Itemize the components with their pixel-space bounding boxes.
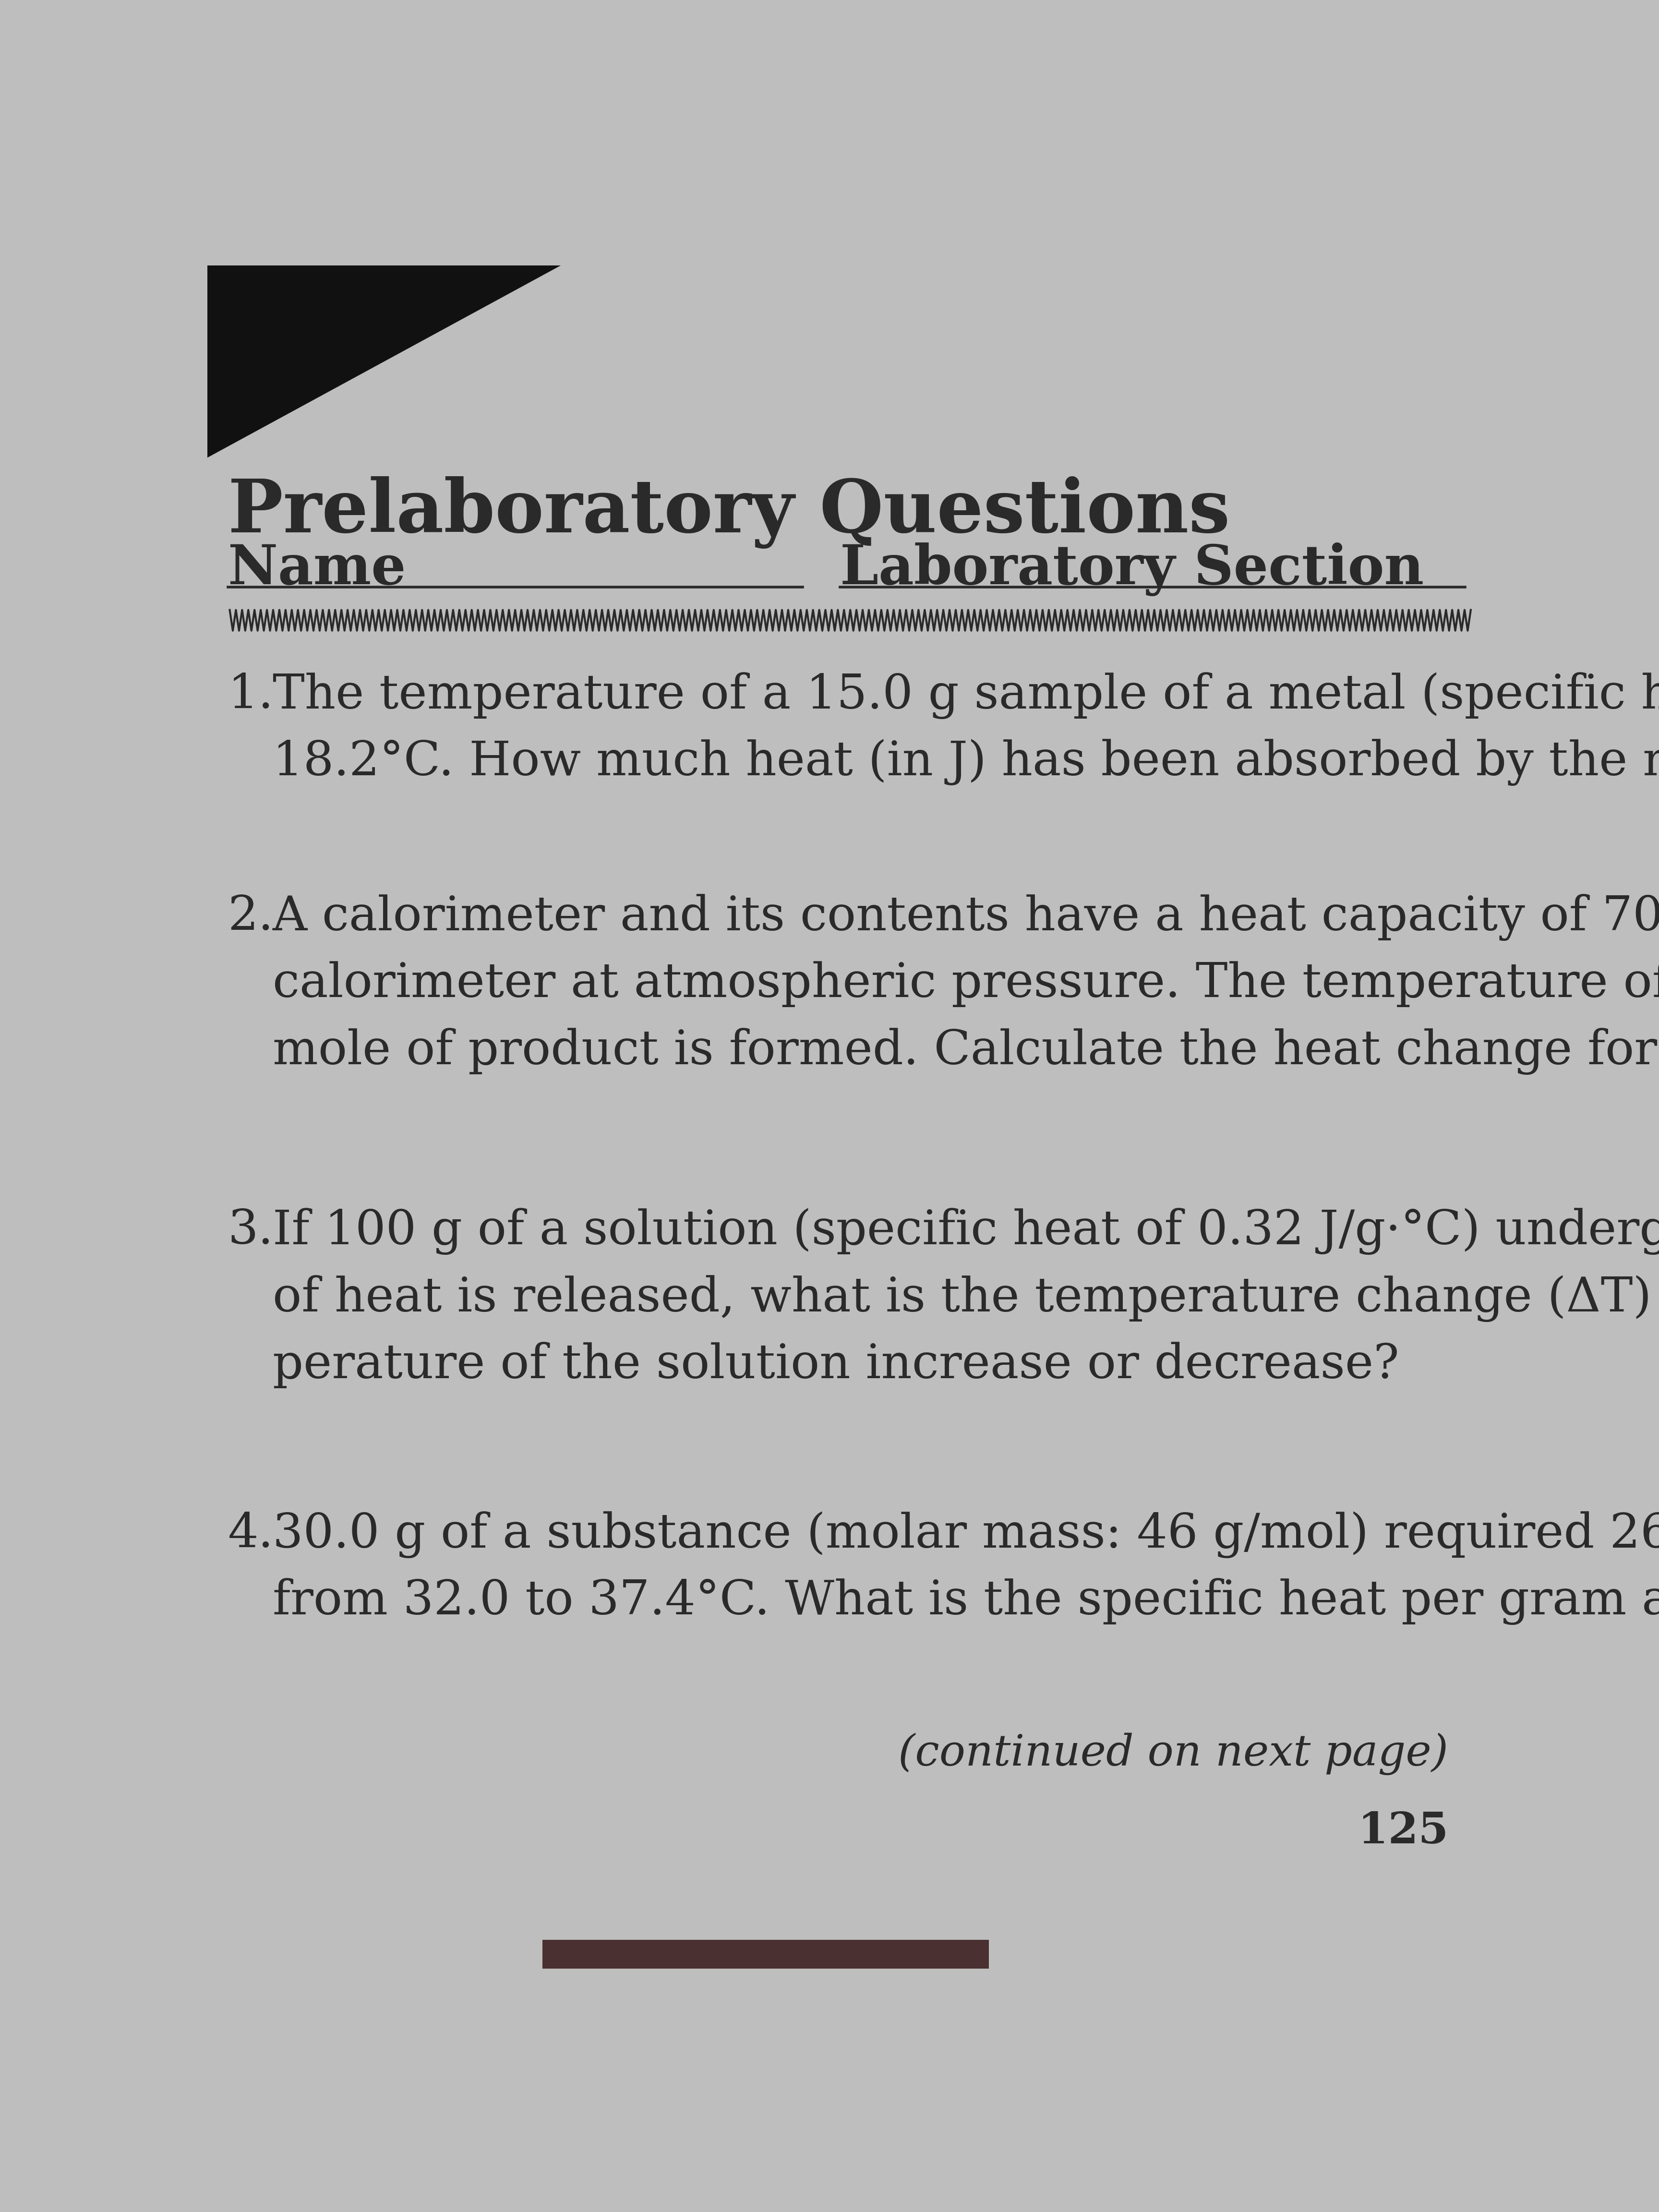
Text: The temperature of a 15.0 g sample of a metal (specific heat 0.040 J/g·°C) is ra: The temperature of a 15.0 g sample of a … (272, 672, 1659, 785)
Text: 2.: 2. (227, 894, 274, 940)
Text: 125: 125 (1359, 1809, 1448, 1851)
Text: Prelaboratory Questions: Prelaboratory Questions (227, 476, 1229, 549)
Text: 1.: 1. (227, 672, 274, 719)
Text: A calorimeter and its contents have a heat capacity of 70 J/°C. A reaction occur: A calorimeter and its contents have a he… (272, 894, 1659, 1075)
Text: 3.: 3. (227, 1208, 274, 1254)
Bar (542, 1940, 989, 1969)
Polygon shape (207, 265, 561, 458)
Text: (continued on next page): (continued on next page) (898, 1732, 1448, 1776)
Text: Name: Name (227, 542, 406, 595)
Text: 4.: 4. (227, 1511, 274, 1557)
Text: If 100 g of a solution (specific heat of 0.32 J/g·°C) undergoes a reaction in wh: If 100 g of a solution (specific heat of… (272, 1208, 1659, 1389)
Text: Laboratory Section: Laboratory Section (839, 542, 1423, 597)
Bar (207, 265, 357, 283)
Text: 30.0 g of a substance (molar mass: 46 g/mol) required 262 J of heat to raise its: 30.0 g of a substance (molar mass: 46 g/… (272, 1511, 1659, 1626)
